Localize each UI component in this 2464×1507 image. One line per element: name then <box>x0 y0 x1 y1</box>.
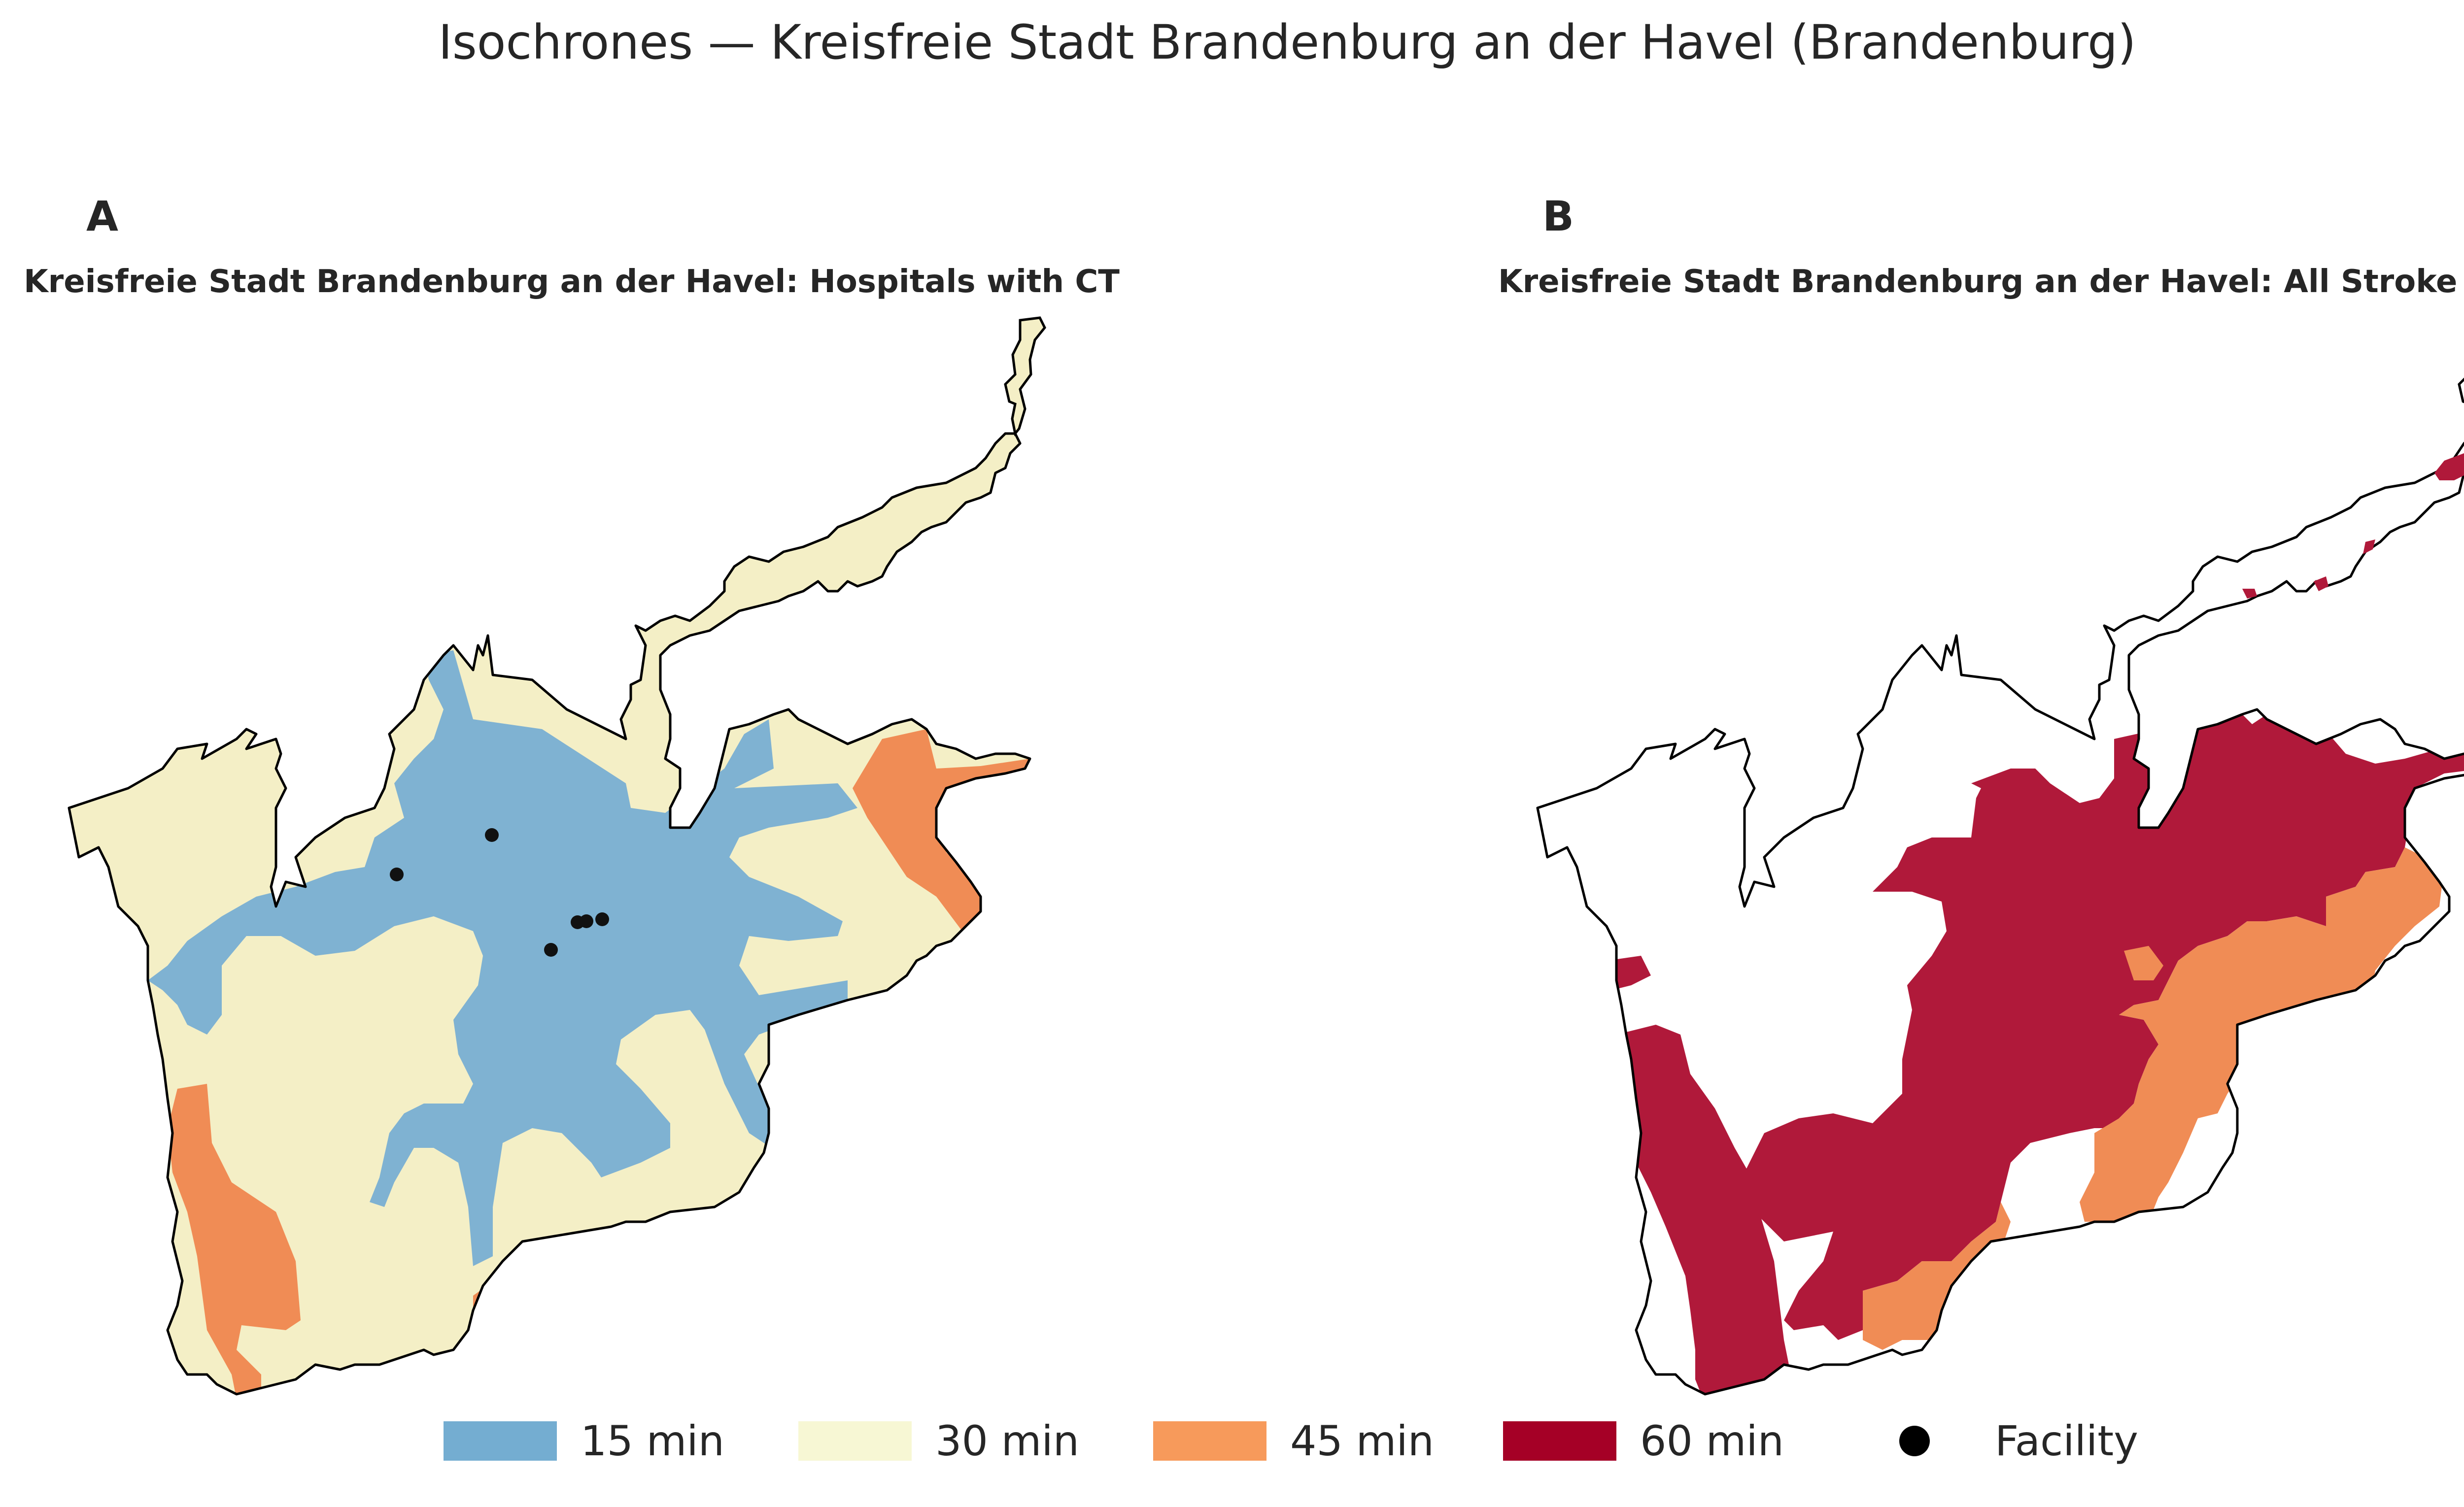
legend-swatch-60min <box>1503 1421 1616 1461</box>
panel-b-letter: B <box>1542 192 1574 240</box>
legend-item-45min: 45 min <box>1153 1417 1434 1465</box>
isochrone-60min-b-north-strip-2 <box>2434 453 2464 480</box>
north-strip-outline-b <box>2458 377 2464 403</box>
isochrone-60min-b-west-spot <box>1607 956 1651 990</box>
figure-title: Isochrones — Kreisfreie Stadt Brandenbur… <box>438 15 2136 70</box>
panel-a-title: Kreisfreie Stadt Brandenburg an der Have… <box>24 264 1120 300</box>
isochrone-layers-a <box>69 434 1030 1394</box>
isochrone-60min-b-southwest <box>1616 1025 1789 1394</box>
legend-item-30min: 30 min <box>798 1417 1079 1465</box>
legend-swatch-15min <box>444 1421 557 1461</box>
map-panel-b <box>1536 441 2464 1396</box>
legend: 15 min 30 min 45 min 60 min Facility <box>444 1417 2168 1465</box>
facility-marker <box>571 915 584 929</box>
panel-b-title: Kreisfreie Stadt Brandenburg an der Have… <box>1498 264 2464 300</box>
legend-label-facility: Facility <box>1995 1417 2138 1465</box>
north-strip-outline-a <box>1004 316 1046 436</box>
legend-item-facility: Facility <box>1858 1417 2138 1465</box>
facility-marker <box>485 828 499 842</box>
facility-marker <box>544 943 558 957</box>
legend-swatch-45min <box>1153 1421 1266 1461</box>
district-outline-b <box>1536 441 2464 1396</box>
facility-marker <box>390 868 404 881</box>
legend-label-30min: 30 min <box>935 1417 1079 1465</box>
district-outline-a <box>68 432 1031 1396</box>
isochrone-45min-b-east-spot <box>2124 946 2163 980</box>
isochrone-60min-b-north-spot-4 <box>2242 589 2257 599</box>
legend-item-60min: 60 min <box>1503 1417 1784 1465</box>
facility-markers-a <box>390 828 609 957</box>
legend-label-60min: 60 min <box>1640 1417 1784 1465</box>
isochrone-60min-b-north-spot-3 <box>2363 539 2375 554</box>
isochrone-45min-b-south <box>1863 1202 2011 1350</box>
facility-marker <box>595 912 609 926</box>
isochrone-60min-b-north-spot-5 <box>2314 576 2328 591</box>
map-panel-a <box>68 432 1031 1396</box>
isochrone-45min-a-southwest <box>168 1084 301 1394</box>
isochrone-60min-b-main <box>1740 709 2464 1340</box>
legend-item-15min: 15 min <box>444 1417 724 1465</box>
legend-label-15min: 15 min <box>581 1417 724 1465</box>
panel-a-letter: A <box>86 192 119 240</box>
legend-facility-dot <box>1899 1426 1930 1456</box>
legend-label-45min: 45 min <box>1290 1417 1434 1465</box>
legend-swatch-30min <box>798 1421 912 1461</box>
isochrone-layers-b <box>1607 709 2464 1394</box>
